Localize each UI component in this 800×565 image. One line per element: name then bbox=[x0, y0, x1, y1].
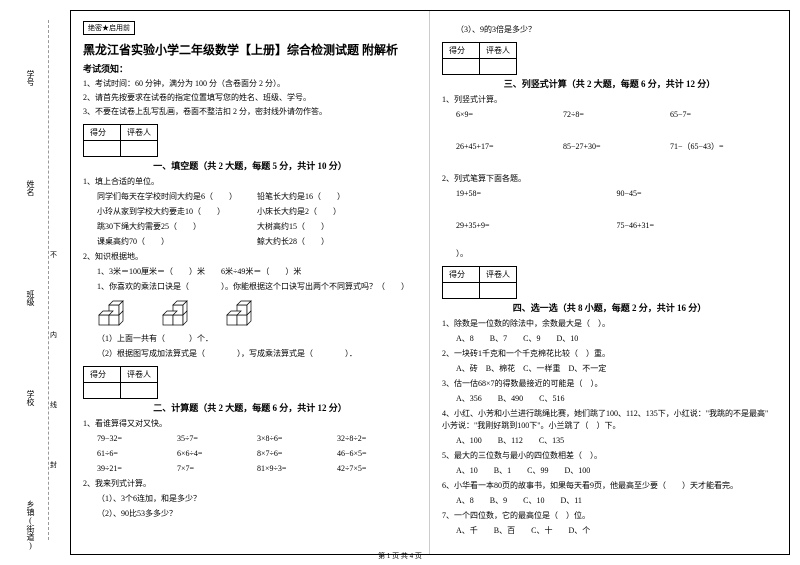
s2q2-line: （2）、90比53多多少？ bbox=[97, 508, 417, 520]
section-3-heading: 三、列竖式计算（共 2 大题，每题 6 分，共计 12 分） bbox=[442, 77, 777, 90]
side-label: 乡镇(街道) bbox=[25, 500, 36, 550]
cube-icon bbox=[161, 299, 201, 329]
score-table: 得分评卷人 bbox=[442, 42, 517, 75]
section-2-heading: 二、计算题（共 2 大题，每题 6 分，共计 12 分） bbox=[83, 401, 417, 414]
cube-figures bbox=[97, 299, 417, 329]
notice-heading: 考试须知： bbox=[83, 62, 417, 75]
calc-row: 39÷21=7×7=81×9÷3=42÷7×5= bbox=[97, 463, 417, 475]
side-label: 学号 bbox=[25, 70, 36, 86]
trail: ）。 bbox=[456, 248, 777, 260]
seal-text: 线 bbox=[50, 400, 57, 410]
notice-item: 2、请首先按要求在试卷的指定位置填写您的姓名、班级、学号。 bbox=[83, 92, 417, 103]
q1-line: 课桌高约70（ ）鲸大约长28（ ） bbox=[97, 236, 417, 248]
side-label: 姓名 bbox=[25, 180, 36, 196]
page-footer: 第 1 页 共 4 页 bbox=[0, 551, 800, 561]
q1-line: 同学们每天在学校时间大约是6（ ）铅笔长大约是16（ ） bbox=[97, 191, 417, 203]
exam-title: 黑龙江省实验小学二年级数学【上册】综合检测试题 附解析 bbox=[83, 41, 417, 58]
seal-text: 不 bbox=[50, 250, 57, 260]
q2-line: （2）根据图写成加法算式是（ ），写成乘法算式是（ ）． bbox=[97, 348, 417, 360]
notice-item: 3、不要在试卷上乱写乱画，卷面不整洁扣 2 分，密封线外请勿作答。 bbox=[83, 106, 417, 117]
q2-stem: 2、知识根据地。 bbox=[83, 251, 417, 263]
left-column: 绝密★启用前 黑龙江省实验小学二年级数学【上册】综合检测试题 附解析 考试须知：… bbox=[71, 11, 430, 554]
calc-row: 29+35+9=75−46+31= bbox=[456, 220, 777, 232]
scorer-cell: 评卷人 bbox=[121, 124, 158, 140]
cube-icon bbox=[97, 299, 137, 329]
page-frame: 绝密★启用前 黑龙江省实验小学二年级数学【上册】综合检测试题 附解析 考试须知：… bbox=[70, 10, 790, 555]
mc-stem: 6、小华看一本80页的故事书，如果每天看9页，他最高至少要（ ）天才能看完。 bbox=[442, 480, 777, 492]
mc-opts: A、8 B、9 C、10 D、11 bbox=[456, 495, 777, 507]
q2-line: 1、3米＝100厘米＝（ ）米 6米÷49米＝（ ）米 bbox=[97, 266, 417, 278]
section-1-heading: 一、填空题（共 2 大题，每题 5 分，共计 10 分） bbox=[83, 159, 417, 172]
score-table: 得分评卷人 bbox=[442, 266, 517, 299]
seal-text: 封 bbox=[50, 460, 57, 470]
mc-stem: 2、一块砖1千克和一个千克棉花比较（ ）重。 bbox=[442, 348, 777, 360]
side-label: 班级 bbox=[25, 290, 36, 306]
section-4-heading: 四、选一选（共 8 小题，每题 2 分，共计 16 分） bbox=[442, 301, 777, 314]
side-label: 学校 bbox=[25, 390, 36, 406]
q2-line: 1、你喜欢的乘法口诀是（ ）。你能根据这个口诀写出两个不同算式吗？（ ） bbox=[97, 281, 417, 293]
score-table: 得分评卷人 bbox=[83, 366, 158, 399]
mc-opts: A、10 B、1 C、99 D、100 bbox=[456, 465, 777, 477]
calc-row: 79−32=35÷7=3×8÷6=32÷8÷2= bbox=[97, 433, 417, 445]
mc-opts: A、8 B、7 C、9 D、10 bbox=[456, 333, 777, 345]
cube-icon bbox=[225, 299, 265, 329]
q1-stem: 1、填上合适的单位。 bbox=[83, 176, 417, 188]
mc-stem: 4、小红、小芳和小兰进行跳绳比赛，她们跳了100、112、135下，小红说："我… bbox=[442, 408, 777, 432]
mc-opts: A、356 B、490 C、516 bbox=[456, 393, 777, 405]
s2q2-line: （1）、3个6连加，和是多少？ bbox=[97, 493, 417, 505]
s3q2-stem: 2、列式笔算下面各题。 bbox=[442, 173, 777, 185]
seal-text: 内 bbox=[50, 330, 57, 340]
mc-opts: A、千 B、百 C、十 D、个 bbox=[456, 525, 777, 537]
score-cell: 得分 bbox=[84, 124, 121, 140]
mc-stem: 5、最大的三位数与最小的四位数相差（ ）。 bbox=[442, 450, 777, 462]
s3q1-stem: 1、列竖式计算。 bbox=[442, 94, 777, 106]
q1-line: 小玲从家到学校大约要走10（ ）小床长大约是2（ ） bbox=[97, 206, 417, 218]
mc-opts: A、砖 B、棉花 C、一样重 D、不一定 bbox=[456, 363, 777, 375]
mc-stem: 7、一个四位数，它的最高位是（ ）位。 bbox=[442, 510, 777, 522]
q1-line: 跳30下绳大约需要25（ ）大树高约15（ ） bbox=[97, 221, 417, 233]
calc-row: 61÷6=6×6÷4=8×7÷6=46−6×5= bbox=[97, 448, 417, 460]
s2q1-stem: 1、看谁算得又对又快。 bbox=[83, 418, 417, 430]
mc-opts: A、100 B、112 C、135 bbox=[456, 435, 777, 447]
s2q2-stem: 2、我来列式计算。 bbox=[83, 478, 417, 490]
notice-item: 1、考试时间：60 分钟，满分为 100 分（含卷面分 2 分）。 bbox=[83, 78, 417, 89]
mc-stem: 1、除数是一位数的除法中，余数最大是（ ）。 bbox=[442, 318, 777, 330]
score-table: 得分评卷人 bbox=[83, 124, 158, 157]
calc-row: 19+58=90−45= bbox=[456, 188, 777, 200]
mc-stem: 3、估一估68×7的得数最接近的可能是（ ）。 bbox=[442, 378, 777, 390]
confidential-badge: 绝密★启用前 bbox=[83, 21, 135, 35]
s2q2-line: （3）、9的3倍是多少？ bbox=[456, 24, 777, 36]
binding-margin: 乡镇(街道) 学校 班级 姓名 学号 封 线 内 不 bbox=[0, 0, 65, 565]
q2-line: （1）上面一共有（ ）个． bbox=[97, 333, 417, 345]
seal-line bbox=[48, 20, 49, 540]
calc-row: 26+45+17=85−27+30=71−（65−43）= bbox=[456, 141, 777, 153]
calc-row: 6×9=72÷8=65−7= bbox=[456, 109, 777, 121]
right-column: （3）、9的3倍是多少？ 得分评卷人 三、列竖式计算（共 2 大题，每题 6 分… bbox=[430, 11, 789, 554]
